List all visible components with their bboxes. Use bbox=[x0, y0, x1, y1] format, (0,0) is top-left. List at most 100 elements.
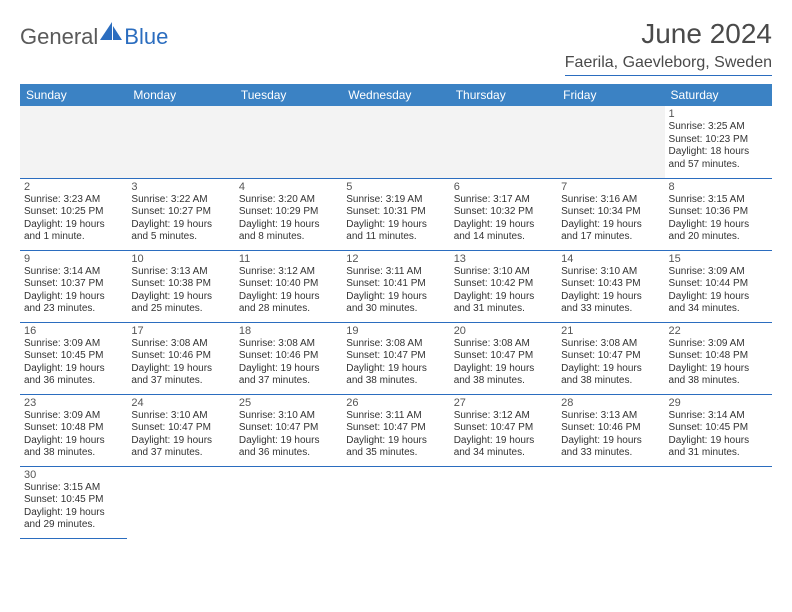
calendar-cell bbox=[665, 466, 772, 538]
calendar-cell bbox=[235, 466, 342, 538]
sunset-text: Sunset: 10:47 PM bbox=[561, 350, 660, 363]
daylight-text: and 34 minutes. bbox=[669, 303, 768, 316]
daylight-text: and 5 minutes. bbox=[131, 231, 230, 244]
sunrise-text: Sunrise: 3:09 AM bbox=[669, 338, 768, 351]
sunrise-text: Sunrise: 3:08 AM bbox=[561, 338, 660, 351]
calendar-cell: 24Sunrise: 3:10 AMSunset: 10:47 PMDaylig… bbox=[127, 394, 234, 466]
daylight-text: and 38 minutes. bbox=[669, 375, 768, 388]
sunset-text: Sunset: 10:47 PM bbox=[239, 422, 338, 435]
sunrise-text: Sunrise: 3:10 AM bbox=[239, 410, 338, 423]
daylight-text: Daylight: 19 hours bbox=[131, 435, 230, 448]
calendar-row: 9Sunrise: 3:14 AMSunset: 10:37 PM Dayligh… bbox=[20, 250, 772, 322]
logo-text-blue: Blue bbox=[124, 24, 168, 50]
calendar-cell bbox=[557, 466, 664, 538]
calendar-cell bbox=[20, 106, 127, 178]
daylight-text: Daylight: 18 hours bbox=[669, 146, 768, 159]
daylight-text: and 38 minutes. bbox=[24, 447, 123, 460]
calendar-cell: 13Sunrise: 3:10 AMSunset: 10:42 PMDaylig… bbox=[450, 250, 557, 322]
calendar-cell bbox=[342, 106, 449, 178]
sunrise-text: Sunrise: 3:14 AM bbox=[669, 410, 768, 423]
day-number: 27 bbox=[454, 397, 553, 409]
day-header: Thursday bbox=[450, 84, 557, 106]
calendar-row: 16 Sunrise: 3:09 AM Sunset: 10:45 PM Daylig… bbox=[20, 322, 772, 394]
sunrise-text: Sunrise: 3:11 AM bbox=[346, 266, 445, 279]
day-number: 24 bbox=[131, 397, 230, 409]
sunset-text: Sunset: 10:34 PM bbox=[561, 206, 660, 219]
sunset-text: Sunset: 10:45 PM bbox=[24, 350, 123, 363]
calendar-cell: 17Sunrise: 3:08 AMSunset: 10:46 PMDaylig… bbox=[127, 322, 234, 394]
calendar-table: Sunday Monday Tuesday Wednesday Thursday… bbox=[20, 84, 772, 539]
day-header: Wednesday bbox=[342, 84, 449, 106]
day-header: Saturday bbox=[665, 84, 772, 106]
sunrise-text: Sunrise: 3:19 AM bbox=[346, 194, 445, 207]
day-number: 13 bbox=[454, 253, 553, 265]
daylight-text: and 11 minutes. bbox=[346, 231, 445, 244]
day-number: 10 bbox=[131, 253, 230, 265]
day-number: 30 bbox=[24, 469, 123, 481]
day-header: Tuesday bbox=[235, 84, 342, 106]
calendar-cell: 20Sunrise: 3:08 AMSunset: 10:47 PMDaylig… bbox=[450, 322, 557, 394]
sunset-text: Sunset: 10:48 PM bbox=[669, 350, 768, 363]
daylight-text: and 33 minutes. bbox=[561, 447, 660, 460]
sunset-text: Sunset: 10:41 PM bbox=[346, 278, 445, 291]
logo: General Blue bbox=[20, 24, 168, 50]
calendar-cell: 9Sunrise: 3:14 AMSunset: 10:37 PMDayligh… bbox=[20, 250, 127, 322]
calendar-cell: 30Sunrise: 3:15 AMSunset: 10:45 PMDaylig… bbox=[20, 466, 127, 538]
day-number: 22 bbox=[669, 325, 768, 337]
calendar-cell: 5Sunrise: 3:19 AMSunset: 10:31 PMDayligh… bbox=[342, 178, 449, 250]
sunset-text: Sunset: 10:47 PM bbox=[346, 350, 445, 363]
daylight-text: and 33 minutes. bbox=[561, 303, 660, 316]
day-header: Friday bbox=[557, 84, 664, 106]
daylight-text: and 34 minutes. bbox=[454, 447, 553, 460]
daylight-text: and 38 minutes. bbox=[454, 375, 553, 388]
daylight-text: Daylight: 19 hours bbox=[346, 363, 445, 376]
sunset-text: Sunset: 10:48 PM bbox=[24, 422, 123, 435]
day-number: 18 bbox=[239, 325, 338, 337]
sunrise-text: Sunrise: 3:09 AM bbox=[24, 410, 123, 423]
sunset-text: Sunset: 10:46 PM bbox=[131, 350, 230, 363]
calendar-cell: 25Sunrise: 3:10 AMSunset: 10:47 PMDaylig… bbox=[235, 394, 342, 466]
calendar-row: 2Sunrise: 3:23 AMSunset: 10:25 PMDayligh… bbox=[20, 178, 772, 250]
sunset-text: Sunset: 10:44 PM bbox=[669, 278, 768, 291]
daylight-text: and 37 minutes. bbox=[131, 447, 230, 460]
daylight-text: and 1 minute. bbox=[24, 231, 123, 244]
sunset-text: Sunset: 10:45 PM bbox=[669, 422, 768, 435]
daylight-text: and 8 minutes. bbox=[239, 231, 338, 244]
day-number: 21 bbox=[561, 325, 660, 337]
day-number: 16 bbox=[24, 325, 123, 337]
sunrise-text: Sunrise: 3:16 AM bbox=[561, 194, 660, 207]
day-number: 19 bbox=[346, 325, 445, 337]
location-text: Faerila, Gaevleborg, Sweden bbox=[565, 54, 772, 76]
day-number: 25 bbox=[239, 397, 338, 409]
sunrise-text: Sunrise: 3:22 AM bbox=[131, 194, 230, 207]
sunrise-text: Sunrise: 3:20 AM bbox=[239, 194, 338, 207]
calendar-cell bbox=[450, 106, 557, 178]
sunrise-text: Sunrise: 3:09 AM bbox=[669, 266, 768, 279]
sunrise-text: Sunrise: 3:14 AM bbox=[24, 266, 123, 279]
daylight-text: and 36 minutes. bbox=[24, 375, 123, 388]
day-number: 11 bbox=[239, 253, 338, 265]
calendar-cell: 28Sunrise: 3:13 AMSunset: 10:46 PMDaylig… bbox=[557, 394, 664, 466]
day-number: 9 bbox=[24, 253, 123, 265]
calendar-cell: 10Sunrise: 3:13 AMSunset: 10:38 PMDaylig… bbox=[127, 250, 234, 322]
day-header: Sunday bbox=[20, 84, 127, 106]
day-number: 26 bbox=[346, 397, 445, 409]
sunset-text: Sunset: 10:31 PM bbox=[346, 206, 445, 219]
calendar-cell: 7Sunrise: 3:16 AMSunset: 10:34 PMDayligh… bbox=[557, 178, 664, 250]
sunrise-text: Sunrise: 3:25 AM bbox=[669, 121, 768, 134]
daylight-text: and 57 minutes. bbox=[669, 159, 768, 172]
sunrise-text: Sunrise: 3:10 AM bbox=[454, 266, 553, 279]
daylight-text: Daylight: 19 hours bbox=[131, 219, 230, 232]
calendar-row: 1Sunrise: 3:25 AMSunset: 10:23 PMDayligh… bbox=[20, 106, 772, 178]
sunset-text: Sunset: 10:27 PM bbox=[131, 206, 230, 219]
day-number: 8 bbox=[669, 181, 768, 193]
daylight-text: and 25 minutes. bbox=[131, 303, 230, 316]
day-number: 5 bbox=[346, 181, 445, 193]
calendar-cell: 27Sunrise: 3:12 AMSunset: 10:47 PMDaylig… bbox=[450, 394, 557, 466]
daylight-text: Daylight: 19 hours bbox=[561, 291, 660, 304]
calendar-cell: 18Sunrise: 3:08 AMSunset: 10:46 PMDaylig… bbox=[235, 322, 342, 394]
daylight-text: Daylight: 19 hours bbox=[561, 219, 660, 232]
daylight-text: Daylight: 19 hours bbox=[454, 291, 553, 304]
calendar-row: 30Sunrise: 3:15 AMSunset: 10:45 PMDaylig… bbox=[20, 466, 772, 538]
sunset-text: Sunset: 10:37 PM bbox=[24, 278, 123, 291]
